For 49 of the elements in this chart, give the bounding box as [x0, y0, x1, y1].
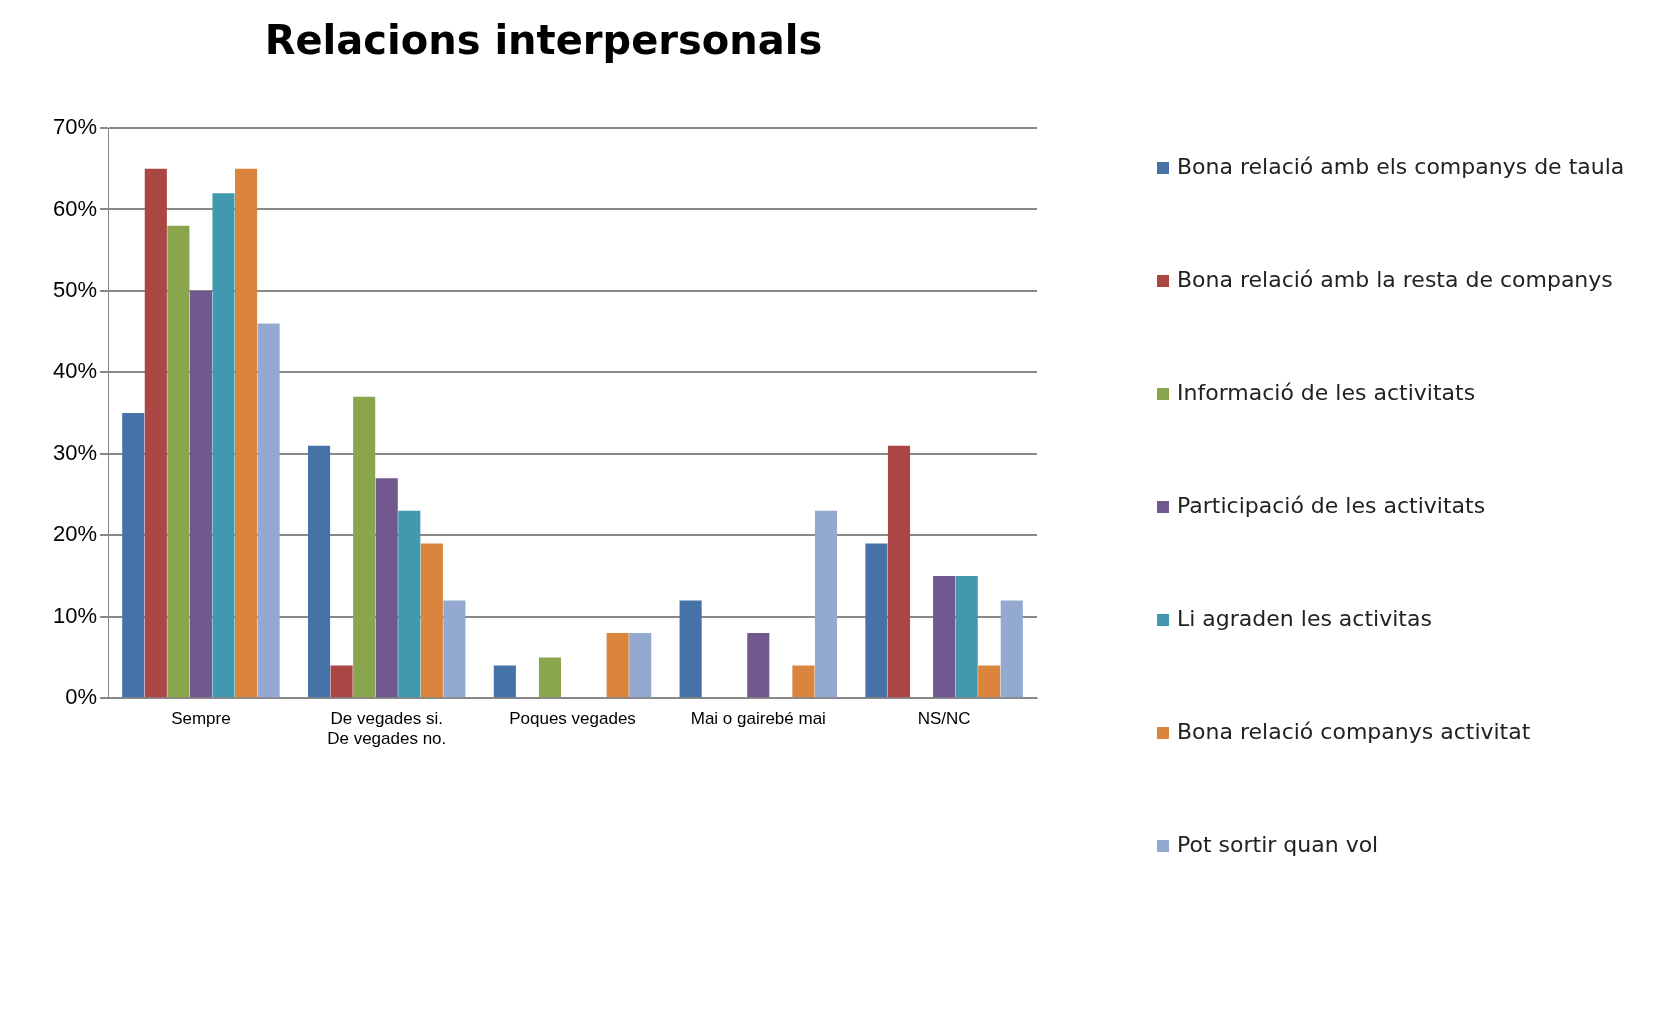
x-tick-label: Sempre: [171, 709, 231, 729]
bar: [978, 665, 1001, 698]
bar: [814, 510, 838, 698]
legend-label: Bona relació amb els companys de taula: [1177, 153, 1625, 179]
bar: [887, 445, 911, 698]
bar: [167, 225, 190, 698]
legend-label: Bona relació amb la resta de companys: [1177, 266, 1613, 292]
y-tick-label: 0%: [65, 684, 98, 710]
bar: [212, 193, 235, 698]
y-tick-label: 20%: [52, 521, 98, 547]
legend-label: Bona relació companys activitat: [1177, 718, 1531, 744]
y-tick-label: 30%: [52, 439, 98, 465]
legend-label: Pot sortir quan vol: [1177, 831, 1379, 857]
bar: [792, 665, 815, 698]
bar: [330, 665, 353, 698]
y-tick-label: 70%: [52, 114, 98, 140]
chart-title: Relacions interpersonals: [264, 17, 823, 64]
x-tick-label: Mai o gairebé mai: [690, 709, 826, 729]
bar: [257, 323, 280, 698]
bar: [747, 633, 770, 698]
bar: [420, 543, 443, 698]
bar: [955, 576, 978, 698]
bar: [144, 168, 167, 698]
bar: [1000, 600, 1023, 698]
bar: [933, 576, 956, 698]
bar: [189, 290, 212, 698]
y-tick-label: 60%: [52, 195, 98, 221]
bar: [538, 657, 562, 698]
bar: [235, 168, 258, 698]
bar: [493, 665, 516, 698]
legend-label: Li agraden les activitas: [1177, 605, 1432, 631]
x-tick-label: Poques vegades: [509, 709, 636, 729]
x-tick-label: De vegades si. De vegades no.: [327, 709, 447, 749]
bar: [353, 396, 376, 698]
y-tick-label: 50%: [52, 276, 98, 302]
bar: [865, 543, 888, 698]
bar: [629, 633, 652, 698]
legend-label: Informació de les activitats: [1177, 379, 1476, 405]
x-tick-label: NS/NC: [917, 709, 971, 729]
bar: [122, 413, 145, 698]
bar: [398, 510, 421, 698]
bar: [307, 445, 331, 698]
y-tick-label: 40%: [52, 358, 98, 384]
bar: [443, 600, 466, 698]
bar: [375, 478, 398, 698]
bar: [606, 633, 629, 698]
bar: [679, 600, 702, 698]
legend-label: Participació de les activitats: [1177, 492, 1486, 518]
y-tick-label: 10%: [52, 602, 98, 628]
